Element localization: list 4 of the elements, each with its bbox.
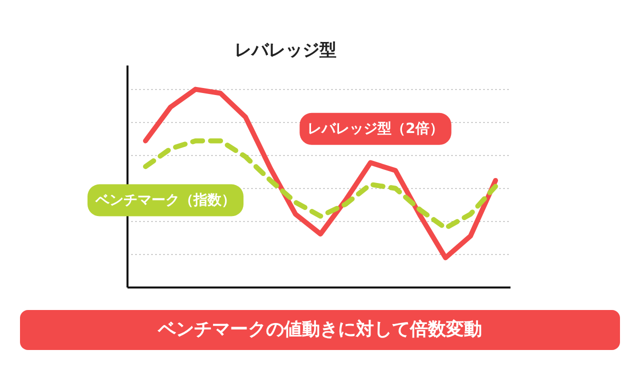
text: ベンチマークの値動きに対して倍数変動 (158, 318, 482, 342)
text: ベンチマーク（指数） (94, 192, 236, 208)
chart-title: レバレッジ型 (234, 40, 336, 60)
text: レバレッジ型（2倍） (308, 120, 444, 137)
